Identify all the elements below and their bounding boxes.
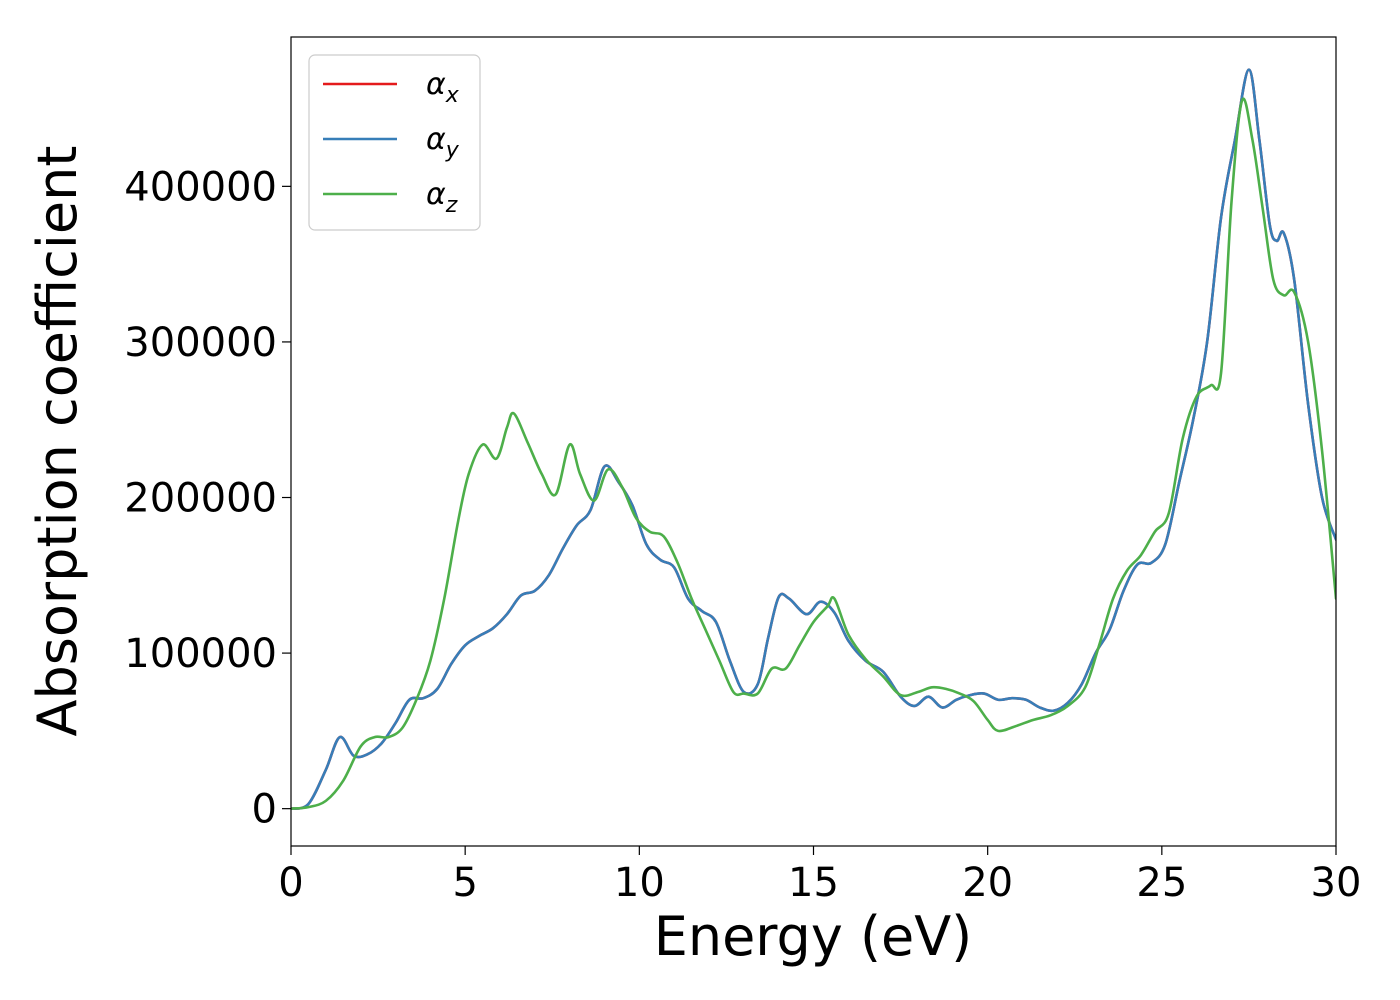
legend-label-x: αx: [426, 67, 460, 108]
x-tick-label: 5: [452, 860, 477, 906]
x-tick-label: 0: [278, 860, 303, 906]
legend-label-y: αy: [426, 122, 460, 163]
x-tick-label: 25: [1136, 860, 1187, 906]
y-tick-label: 300000: [124, 320, 277, 366]
y-tick-label: 100000: [124, 631, 277, 677]
y-axis-label: Absorption coefficient: [26, 146, 89, 737]
series-line-y: [291, 68, 1336, 810]
legend-label-z: αz: [426, 177, 458, 218]
y-tick-label: 200000: [124, 476, 277, 522]
x-axis: 0 5 10 15 20 25 30: [278, 846, 1361, 906]
x-tick-label: 10: [614, 860, 665, 906]
x-tick-label: 20: [962, 860, 1013, 906]
y-tick-label: 400000: [124, 164, 277, 210]
x-tick-label: 15: [788, 860, 839, 906]
legend-box: [308, 54, 481, 231]
legend: αx αy αz: [308, 54, 481, 231]
series-line-z: [291, 97, 1336, 810]
x-axis-label: Energy (eV): [654, 905, 973, 968]
y-tick-label: 0: [252, 787, 277, 833]
series-layer: [291, 68, 1336, 810]
y-axis: 0 100000 200000 300000 400000: [124, 164, 291, 833]
x-tick-label: 30: [1311, 860, 1362, 906]
